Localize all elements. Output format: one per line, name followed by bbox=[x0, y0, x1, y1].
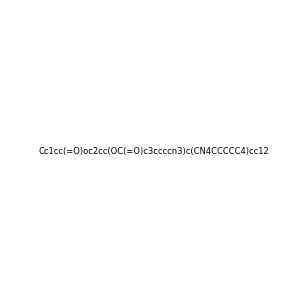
Text: Cc1cc(=O)oc2cc(OC(=O)c3ccccn3)c(CN4CCCCC4)cc12: Cc1cc(=O)oc2cc(OC(=O)c3ccccn3)c(CN4CCCCC… bbox=[38, 147, 269, 156]
